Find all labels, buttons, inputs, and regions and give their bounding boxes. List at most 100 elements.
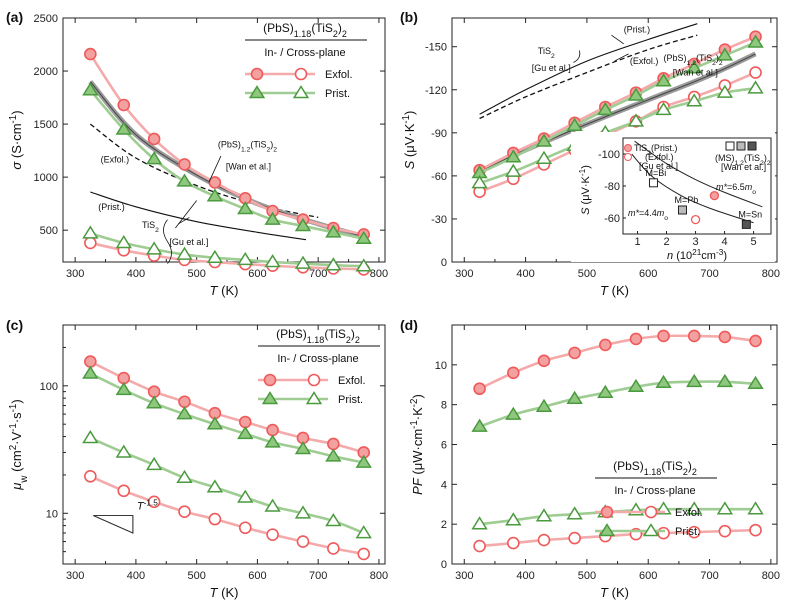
gu-exfol-reference-curve bbox=[89, 123, 319, 219]
annotation: (Prist.) bbox=[98, 202, 125, 212]
data-point-prist-filled bbox=[597, 384, 614, 399]
data-point-prist-open bbox=[115, 234, 132, 249]
leader-line bbox=[614, 53, 629, 62]
legend-label-prist: Prist. bbox=[338, 394, 363, 406]
data-point-prist-open bbox=[686, 501, 703, 515]
annotation: (PbS)1.2(TiS2)2 bbox=[664, 53, 723, 67]
data-point-prist-filled bbox=[655, 73, 672, 87]
data-point-prist-filled bbox=[716, 373, 734, 388]
x-tick-label: 400 bbox=[127, 570, 145, 582]
series-line-prist-filled bbox=[479, 380, 756, 428]
data-point-exfol-open bbox=[266, 528, 279, 541]
series-line-prist-filled bbox=[89, 372, 364, 464]
data-point-prist-filled bbox=[237, 201, 254, 215]
data-point-prist-filled bbox=[655, 374, 672, 389]
inset-plot: 1 2 3 4 5 -60 -80 -100 n (1021cm-3) S (μV·K-1) M=B… bbox=[571, 132, 775, 262]
x-tick-label: 800 bbox=[370, 570, 388, 582]
legend-subtitle: In- / Cross-plane bbox=[614, 485, 695, 497]
y-tick-label: 0 bbox=[441, 257, 447, 269]
y-tick-label: 1500 bbox=[34, 119, 58, 131]
data-point-prist-filled bbox=[355, 454, 372, 468]
inset-curve-high-label: m*=6.5mo bbox=[716, 182, 756, 196]
y-tick-label: 2000 bbox=[34, 66, 58, 78]
inset-legend-text: [Gu et al.] bbox=[639, 161, 678, 171]
x-tick-label: 300 bbox=[455, 570, 473, 582]
data-point-prist-open bbox=[627, 113, 645, 127]
data-point-prist-filled bbox=[176, 173, 193, 187]
data-point-prist-filled bbox=[206, 416, 224, 430]
x-tick-label: 500 bbox=[187, 570, 205, 582]
data-point-exfol-filled bbox=[629, 332, 643, 346]
inset-legend-square bbox=[736, 141, 746, 151]
inset-point-square bbox=[741, 219, 751, 229]
panel-b: (b) 300 400 500 600 700 800 0 -30 -60 -90 -120 -150 T… bbox=[400, 9, 780, 298]
annotation: (PbS)1.2(TiS2)2 bbox=[218, 139, 277, 153]
legend-marker-filled-exfol bbox=[250, 67, 264, 81]
legend-marker-filled-prist bbox=[261, 391, 279, 405]
data-point-prist-filled bbox=[294, 218, 312, 232]
annotation: [Gu et al.] bbox=[169, 237, 208, 247]
data-point-exfol-filled bbox=[147, 132, 161, 146]
data-point-prist-open bbox=[505, 512, 522, 526]
x-tick-label: 600 bbox=[639, 570, 657, 582]
data-point-prist-open bbox=[355, 258, 372, 272]
annotation: (Exfol.) bbox=[630, 56, 659, 66]
series-line-prist-open bbox=[89, 436, 365, 535]
legend-marker-open-exfol bbox=[307, 373, 321, 387]
data-point-prist-open bbox=[505, 163, 522, 177]
data-point-prist-open bbox=[535, 508, 553, 522]
data-point-exfol-open bbox=[84, 236, 97, 250]
annotation: TiS2 bbox=[538, 46, 555, 60]
data-point-exfol-open bbox=[178, 505, 191, 518]
data-point-exfol-open bbox=[147, 495, 161, 509]
y-tick-label: 2 bbox=[441, 519, 447, 531]
panel-label: (b) bbox=[400, 9, 418, 25]
brace-mark bbox=[163, 219, 172, 264]
x-tick-label: 800 bbox=[370, 268, 388, 280]
data-point-exfol-open bbox=[568, 531, 581, 545]
inset-point-circle bbox=[709, 190, 720, 201]
panel-label: (c) bbox=[6, 317, 23, 333]
x-tick-label: 300 bbox=[66, 268, 84, 280]
y-tick-label: 500 bbox=[40, 225, 58, 237]
annotation: (Exfol.) bbox=[101, 154, 130, 164]
x-tick-label: 800 bbox=[762, 570, 780, 582]
panel-c: (c) 300 400 500 600 700 800 10 100 T (K) μw (cm2·V… bbox=[6, 317, 388, 600]
legend-label-exfol: Exfol. bbox=[325, 69, 353, 81]
data-point-exfol-open bbox=[537, 533, 551, 547]
data-point-prist-open bbox=[264, 254, 281, 268]
legend-marker-open-exfol bbox=[644, 505, 658, 519]
series-line-exfol-filled bbox=[479, 334, 756, 390]
series-line-prist-open bbox=[479, 87, 756, 185]
data-point-prist-filled bbox=[145, 151, 163, 165]
data-point-exfol-open bbox=[749, 66, 762, 79]
y-tick-label: -90 bbox=[431, 128, 447, 140]
data-point-prist-open bbox=[325, 257, 342, 271]
data-point-prist-open bbox=[176, 246, 193, 260]
data-point-exfol-open bbox=[749, 523, 762, 537]
data-point-exfol-filled bbox=[238, 415, 252, 429]
data-point-exfol-filled bbox=[657, 329, 670, 343]
data-point-prist-open bbox=[355, 525, 372, 539]
y-tick-label: 2500 bbox=[34, 13, 58, 25]
x-axis-label: T (K) bbox=[600, 585, 629, 600]
y-tick-label: 1000 bbox=[34, 172, 58, 184]
data-point-exfol-open bbox=[718, 524, 732, 538]
legend-label-prist: Prist. bbox=[675, 526, 700, 538]
legend-panel-c: (PbS)1.18(TiS2)2 In- / Cross-plane Exfol. P… bbox=[258, 327, 380, 406]
data-point-exfol-filled bbox=[117, 98, 131, 112]
data-point-exfol-filled bbox=[718, 330, 732, 344]
legend-subtitle: In- / Cross-plane bbox=[264, 47, 345, 59]
data-point-prist-open bbox=[471, 516, 488, 530]
gu-prist-reference-curve bbox=[90, 191, 307, 241]
x-tick-label: 600 bbox=[248, 570, 266, 582]
data-point-exfol-filled bbox=[507, 366, 520, 380]
inset-point-circle bbox=[690, 214, 701, 225]
data-point-exfol-open bbox=[473, 539, 486, 553]
data-point-prist-filled bbox=[325, 224, 342, 238]
inset-point-square bbox=[648, 178, 658, 188]
inset-x-tick-label: 5 bbox=[751, 236, 757, 248]
inset-legend-marker bbox=[624, 153, 632, 161]
data-point-prist-filled bbox=[82, 365, 99, 379]
data-point-exfol-open bbox=[687, 525, 701, 539]
